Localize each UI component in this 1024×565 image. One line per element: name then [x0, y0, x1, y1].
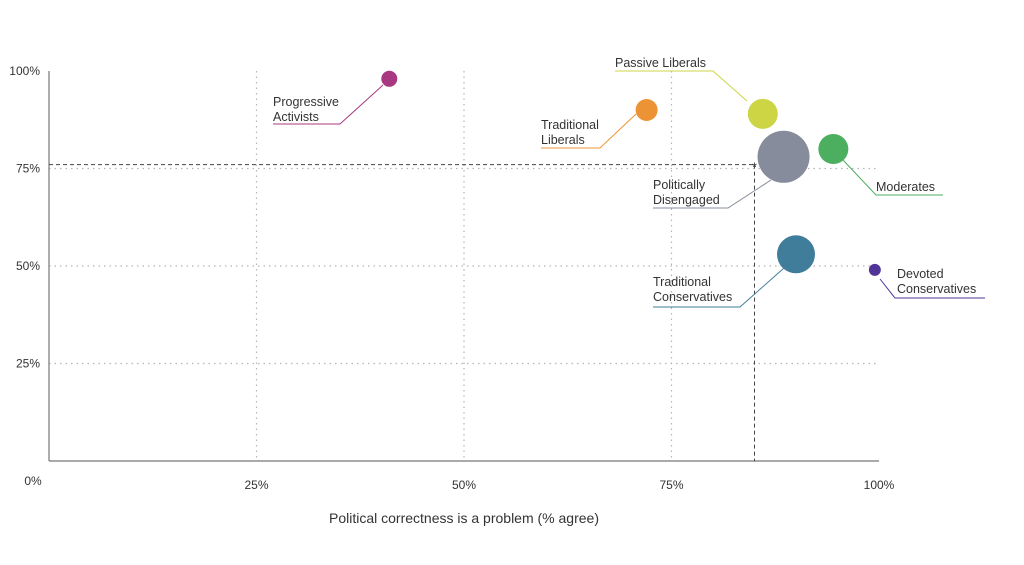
leader-line-passive-liberals	[615, 70, 748, 102]
y-tick-label-50: 50%	[16, 259, 40, 273]
x-tick-label-100: 100%	[864, 478, 895, 492]
bubble-label-line: Traditional	[653, 275, 711, 289]
bubble-layer	[381, 70, 881, 276]
axis-layer: 0% 25% 50% 75% 100% 25% 50% 75% 100%	[9, 64, 894, 492]
bubble-label-line: Liberals	[541, 133, 585, 147]
bubble-label-passive-liberals: Passive Liberals	[615, 56, 706, 70]
bubble-label-devoted-conservatives: Devoted Conservatives	[897, 267, 976, 296]
bubble-label-line: Traditional	[541, 118, 599, 132]
bubble-traditional-liberals	[635, 99, 658, 121]
bubble-moderates	[818, 134, 849, 164]
bubble-label-line: Devoted	[897, 267, 944, 281]
bubble-label-line: Disengaged	[653, 193, 720, 207]
bubble-passive-liberals	[747, 98, 778, 129]
bubble-traditional-conservatives	[777, 235, 815, 274]
leader-line-traditional-conservatives	[653, 267, 785, 308]
y-tick-label-75: 75%	[16, 162, 40, 176]
bubble-label-line: Conservatives	[897, 282, 976, 296]
bubble-label-line: Passive Liberals	[615, 56, 706, 70]
leader-line-traditional-liberals	[541, 113, 637, 149]
bubble-progressive-activists	[381, 70, 398, 87]
bubble-devoted-conservatives	[868, 263, 881, 276]
x-tick-label-50: 50%	[452, 478, 476, 492]
reference-lines: *	[49, 160, 757, 461]
bubble-label-progressive-activists: Progressive Activists	[273, 95, 339, 124]
leader-line-politically-disengaged	[653, 179, 772, 209]
bubble-label-politically-disengaged: Politically Disengaged	[653, 178, 720, 207]
bubble-label-line: Progressive	[273, 95, 339, 109]
bubble-label-traditional-liberals: Traditional Liberals	[541, 118, 599, 147]
x-tick-label-0: 0%	[24, 474, 42, 488]
y-tick-label-100: 100%	[9, 64, 40, 78]
reference-marker: *	[752, 160, 757, 175]
bubble-label-line: Conservatives	[653, 290, 732, 304]
bubble-politically-disengaged	[757, 130, 810, 183]
bubble-label-line: Moderates	[876, 180, 935, 194]
grid-layer	[49, 71, 879, 461]
leader-line-progressive-activists	[273, 84, 384, 125]
bubble-label-line: Activists	[273, 110, 319, 124]
bubble-label-traditional-conservatives: Traditional Conservatives	[653, 275, 732, 304]
leader-lines	[273, 70, 985, 308]
bubble-label-line: Politically	[653, 178, 706, 192]
y-tick-label-25: 25%	[16, 357, 40, 371]
leader-line-devoted-conservatives	[879, 278, 985, 299]
bubble-label-moderates: Moderates	[876, 180, 935, 194]
x-tick-label-25: 25%	[244, 478, 268, 492]
leader-line-moderates	[842, 159, 943, 196]
x-axis-title: Political correctness is a problem (% ag…	[329, 510, 599, 526]
x-tick-label-75: 75%	[659, 478, 683, 492]
